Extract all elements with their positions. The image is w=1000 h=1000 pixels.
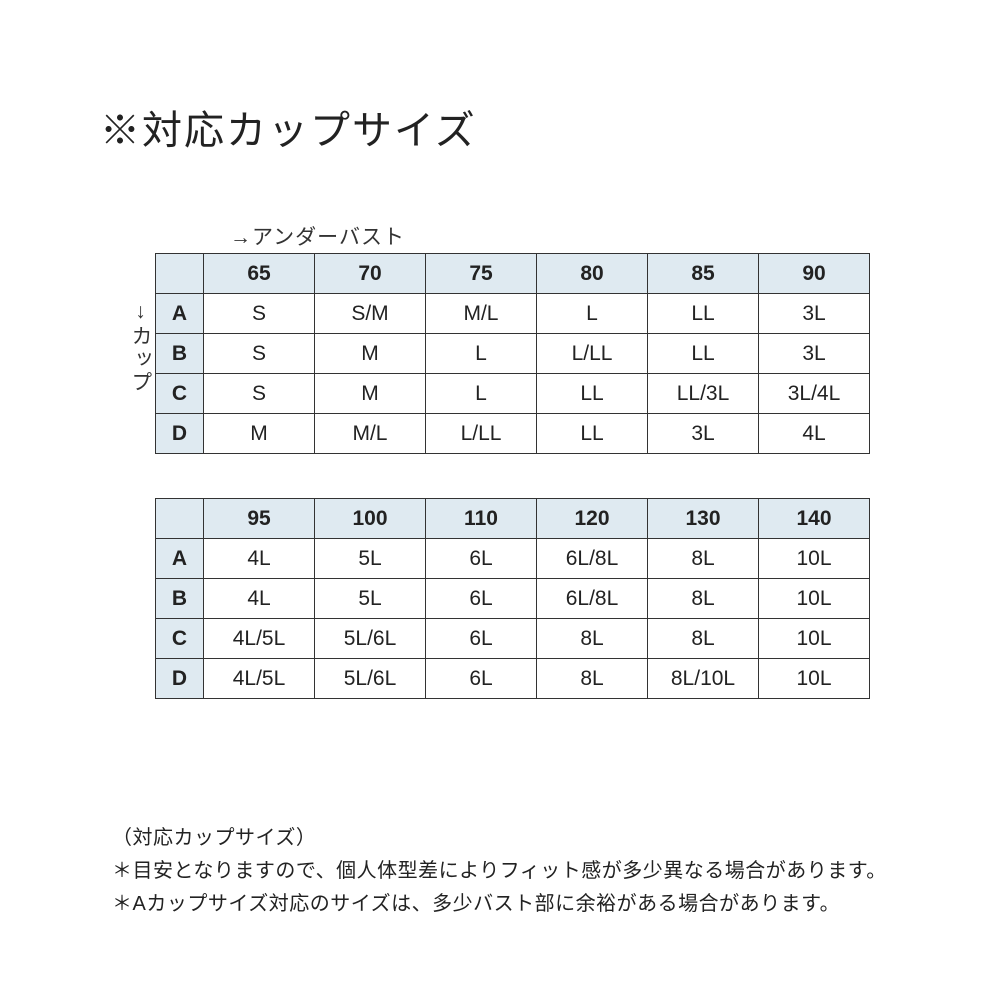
- table-cell: 10L: [759, 579, 870, 619]
- table-row: C 4L/5L 5L/6L 6L 8L 8L 10L: [156, 619, 870, 659]
- size-table-1: 65 70 75 80 85 90 A S S/M M/L L LL 3L B …: [155, 253, 870, 454]
- table-cell: L/LL: [537, 334, 648, 374]
- row-header: C: [156, 374, 204, 414]
- table-cell: L: [537, 294, 648, 334]
- table-cell: M: [204, 414, 315, 454]
- table-cell: 5L: [315, 539, 426, 579]
- table-cell: 4L: [204, 539, 315, 579]
- table-row: D 4L/5L 5L/6L 6L 8L 8L/10L 10L: [156, 659, 870, 699]
- table-cell: 10L: [759, 539, 870, 579]
- table-cell: 3L: [759, 334, 870, 374]
- table-cell: 5L/6L: [315, 659, 426, 699]
- page: { "title": "※対応カップサイズ", "underbust_label…: [0, 0, 1000, 1000]
- table-cell: M: [315, 374, 426, 414]
- footer-note-1: ＊目安となりますので、個人体型差によりフィット感が多少異なる場合があります。: [112, 855, 887, 888]
- table-cell: 10L: [759, 619, 870, 659]
- col-header: 80: [537, 254, 648, 294]
- row-header: B: [156, 579, 204, 619]
- table-cell: LL: [537, 414, 648, 454]
- underbust-axis-label: →アンダーバスト: [230, 221, 405, 251]
- col-header: 95: [204, 499, 315, 539]
- table-cell: 8L: [648, 579, 759, 619]
- col-header: 100: [315, 499, 426, 539]
- table-cell: 8L: [648, 619, 759, 659]
- table-cell: LL/3L: [648, 374, 759, 414]
- table-cell: 10L: [759, 659, 870, 699]
- table-cell: LL: [537, 374, 648, 414]
- table-cell: 3L/4L: [759, 374, 870, 414]
- corner-cell: [156, 499, 204, 539]
- table-cell: 4L: [204, 579, 315, 619]
- table-cell: M/L: [426, 294, 537, 334]
- table-cell: 3L: [759, 294, 870, 334]
- table-cell: L: [426, 334, 537, 374]
- table-row: D M M/L L/LL LL 3L 4L: [156, 414, 870, 454]
- table-row: B S M L L/LL LL 3L: [156, 334, 870, 374]
- col-header: 70: [315, 254, 426, 294]
- table-row: C S M L LL LL/3L 3L/4L: [156, 374, 870, 414]
- table-cell: 4L/5L: [204, 659, 315, 699]
- col-header: 65: [204, 254, 315, 294]
- table-cell: 4L: [759, 414, 870, 454]
- footer-heading: （対応カップサイズ）: [112, 822, 887, 855]
- table-row: B 4L 5L 6L 6L/8L 8L 10L: [156, 579, 870, 619]
- table-cell: M: [315, 334, 426, 374]
- size-table-2: 95 100 110 120 130 140 A 4L 5L 6L 6L/8L …: [155, 498, 870, 699]
- col-header: 110: [426, 499, 537, 539]
- table-row: A S S/M M/L L LL 3L: [156, 294, 870, 334]
- row-header: C: [156, 619, 204, 659]
- col-header: 120: [537, 499, 648, 539]
- table-cell: 6L: [426, 579, 537, 619]
- table-cell: 4L/5L: [204, 619, 315, 659]
- col-header: 90: [759, 254, 870, 294]
- table-cell: 5L/6L: [315, 619, 426, 659]
- table-cell: 8L: [648, 539, 759, 579]
- table-cell: L/LL: [426, 414, 537, 454]
- table-cell: M/L: [315, 414, 426, 454]
- row-header: A: [156, 294, 204, 334]
- footer-note-2: ＊Aカップサイズ対応のサイズは、多少バスト部に余裕がある場合があります。: [112, 888, 887, 921]
- table-row: A 4L 5L 6L 6L/8L 8L 10L: [156, 539, 870, 579]
- table-cell: 8L: [537, 659, 648, 699]
- tables-container: 65 70 75 80 85 90 A S S/M M/L L LL 3L B …: [155, 253, 870, 699]
- table-cell: 5L: [315, 579, 426, 619]
- table-cell: LL: [648, 294, 759, 334]
- table-cell: 3L: [648, 414, 759, 454]
- table-cell: L: [426, 374, 537, 414]
- footer-notes: （対応カップサイズ） ＊目安となりますので、個人体型差によりフィット感が多少異な…: [112, 822, 887, 921]
- col-header: 85: [648, 254, 759, 294]
- table-cell: 6L: [426, 619, 537, 659]
- table-header-row: 95 100 110 120 130 140: [156, 499, 870, 539]
- table-cell: 8L/10L: [648, 659, 759, 699]
- cup-axis-label: ↓カップ: [125, 300, 155, 394]
- table-cell: 6L: [426, 539, 537, 579]
- table-cell: S/M: [315, 294, 426, 334]
- table-spacer: [155, 454, 870, 498]
- table-cell: 6L/8L: [537, 579, 648, 619]
- table-cell: 8L: [537, 619, 648, 659]
- table-cell: 6L/8L: [537, 539, 648, 579]
- corner-cell: [156, 254, 204, 294]
- table-cell: LL: [648, 334, 759, 374]
- table-cell: S: [204, 374, 315, 414]
- table-cell: 6L: [426, 659, 537, 699]
- table-cell: S: [204, 334, 315, 374]
- col-header: 130: [648, 499, 759, 539]
- row-header: B: [156, 334, 204, 374]
- row-header: D: [156, 659, 204, 699]
- page-title: ※対応カップサイズ: [100, 98, 477, 156]
- col-header: 75: [426, 254, 537, 294]
- table-cell: S: [204, 294, 315, 334]
- table-header-row: 65 70 75 80 85 90: [156, 254, 870, 294]
- col-header: 140: [759, 499, 870, 539]
- row-header: A: [156, 539, 204, 579]
- row-header: D: [156, 414, 204, 454]
